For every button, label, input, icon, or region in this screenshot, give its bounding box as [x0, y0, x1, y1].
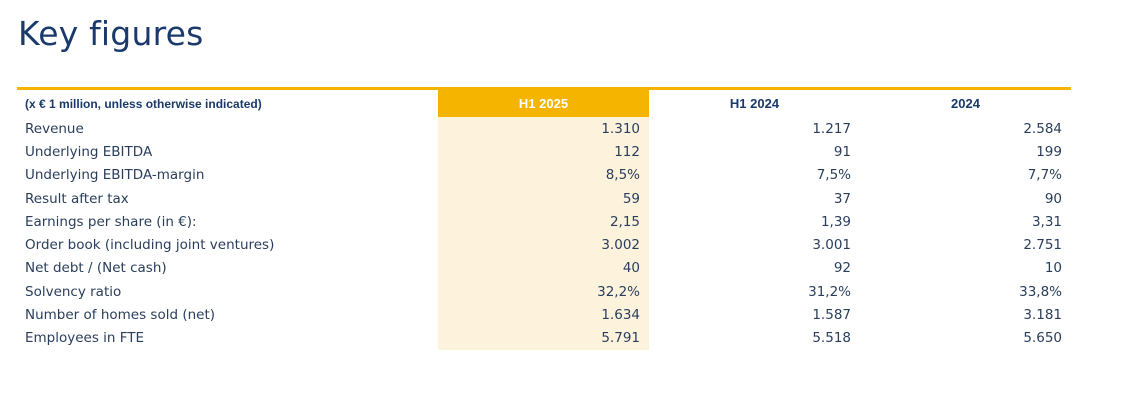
value-cell-2024: 7,7% [1027, 167, 1062, 184]
table-row: Earnings per share (in €): 2,15 1,39 3,31 [17, 210, 1071, 234]
value-cell-h1-2025: 5.791 [438, 326, 649, 350]
table-row: Order book (including joint ventures) 3.0… [17, 233, 1071, 257]
page-title: Key figures [18, 14, 204, 53]
value-cell-2024: 5.650 [1023, 330, 1062, 347]
row-label: Result after tax [25, 190, 129, 207]
table-row: Underlying EBITDA-margin 8,5% 7,5% 7,7% [17, 163, 1071, 187]
row-label: Earnings per share (in €): [25, 213, 197, 230]
row-label: Underlying EBITDA-margin [25, 167, 205, 184]
value-cell-h1-2024: 92 [833, 260, 851, 277]
value-cell-h1-2025: 32,2% [438, 280, 649, 304]
value-cell-h1-2025: 59 [438, 186, 649, 211]
value-cell-2024: 33,8% [1019, 283, 1062, 300]
value-cell-h1-2025: 2,15 [438, 210, 649, 234]
table-row: Employees in FTE 5.791 5.518 5.650 [17, 326, 1071, 350]
value-cell-2024: 3.181 [1023, 307, 1062, 324]
value-cell-h1-2024: 1.217 [812, 120, 851, 137]
row-label: Employees in FTE [25, 330, 145, 347]
value-cell-h1-2025: 1.634 [438, 303, 649, 327]
value-cell-h1-2025: 3.002 [438, 233, 649, 257]
value-cell-h1-2024: 31,2% [808, 283, 851, 300]
value-cell-h1-2025: 40 [438, 256, 649, 281]
value-cell-2024: 2.584 [1023, 120, 1062, 137]
unit-note: (x € 1 million, unless otherwise indicat… [25, 96, 262, 111]
value-cell-h1-2024: 91 [833, 143, 851, 160]
table-header-row: (x € 1 million, unless otherwise indicat… [17, 90, 1071, 117]
key-figures-table: (x € 1 million, unless otherwise indicat… [17, 87, 1071, 350]
value-cell-h1-2024: 5.518 [812, 330, 851, 347]
value-cell-2024: 199 [1036, 143, 1062, 160]
table-top-rule [17, 87, 1071, 90]
column-header-2024: 2024 [951, 96, 980, 111]
value-cell-h1-2024: 3.001 [812, 237, 851, 254]
value-cell-h1-2025: 112 [438, 140, 649, 164]
value-cell-h1-2025: 1.310 [438, 117, 649, 141]
row-label: Net debt / (Net cash) [25, 260, 167, 277]
value-cell-h1-2024: 1.587 [812, 307, 851, 324]
table-row: Result after tax 59 37 90 [17, 186, 1071, 211]
row-label: Order book (including joint ventures) [25, 237, 275, 254]
value-cell-h1-2024: 7,5% [816, 167, 851, 184]
value-cell-2024: 10 [1044, 260, 1062, 277]
column-header-h1-2025: H1 2025 [438, 90, 649, 117]
row-label: Number of homes sold (net) [25, 307, 216, 324]
column-header-h1-2024: H1 2024 [729, 96, 780, 111]
value-cell-h1-2024: 37 [833, 190, 851, 207]
row-label: Underlying EBITDA [25, 143, 153, 160]
value-cell-h1-2024: 1,39 [820, 213, 851, 230]
value-cell-2024: 3,31 [1031, 213, 1062, 230]
value-cell-2024: 2.751 [1023, 237, 1062, 254]
table-row: Underlying EBITDA 112 91 199 [17, 140, 1071, 164]
table-row: Solvency ratio 32,2% 31,2% 33,8% [17, 280, 1071, 304]
row-label: Solvency ratio [25, 283, 122, 300]
table-row: Number of homes sold (net) 1.634 1.587 3.18… [17, 303, 1071, 327]
figures-table: (x € 1 million, unless otherwise indicat… [17, 90, 1071, 350]
value-cell-2024: 90 [1044, 190, 1062, 207]
row-label: Revenue [25, 120, 84, 137]
value-cell-h1-2025: 8,5% [438, 163, 649, 187]
table-row: Net debt / (Net cash) 40 92 10 [17, 256, 1071, 281]
table-row: Revenue 1.310 1.217 2.584 [17, 117, 1071, 141]
